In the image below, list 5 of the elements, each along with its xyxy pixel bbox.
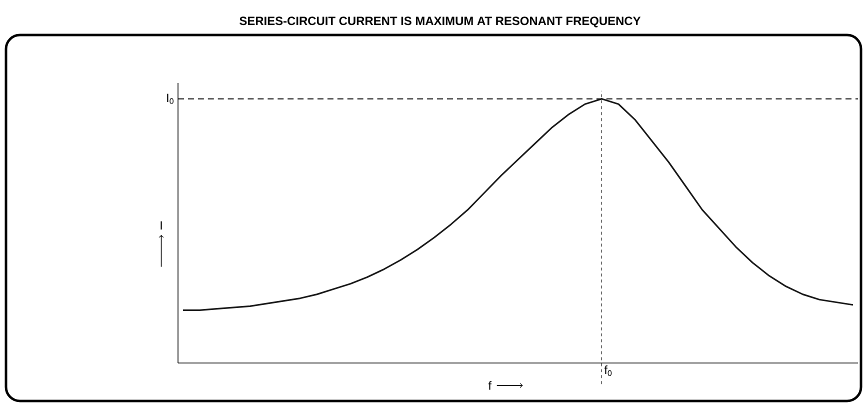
ref-line-label: I$_{0}$ [167, 94, 174, 104]
text: f$_{0}$ [604, 365, 612, 376]
x-axis-title: f [488, 381, 492, 390]
y-axis-title: I [160, 221, 162, 230]
chart-title: SERIES-CIRCUIT CURRENT IS MAXIMUM AT RESONANT FREQUENCY [240, 16, 641, 28]
